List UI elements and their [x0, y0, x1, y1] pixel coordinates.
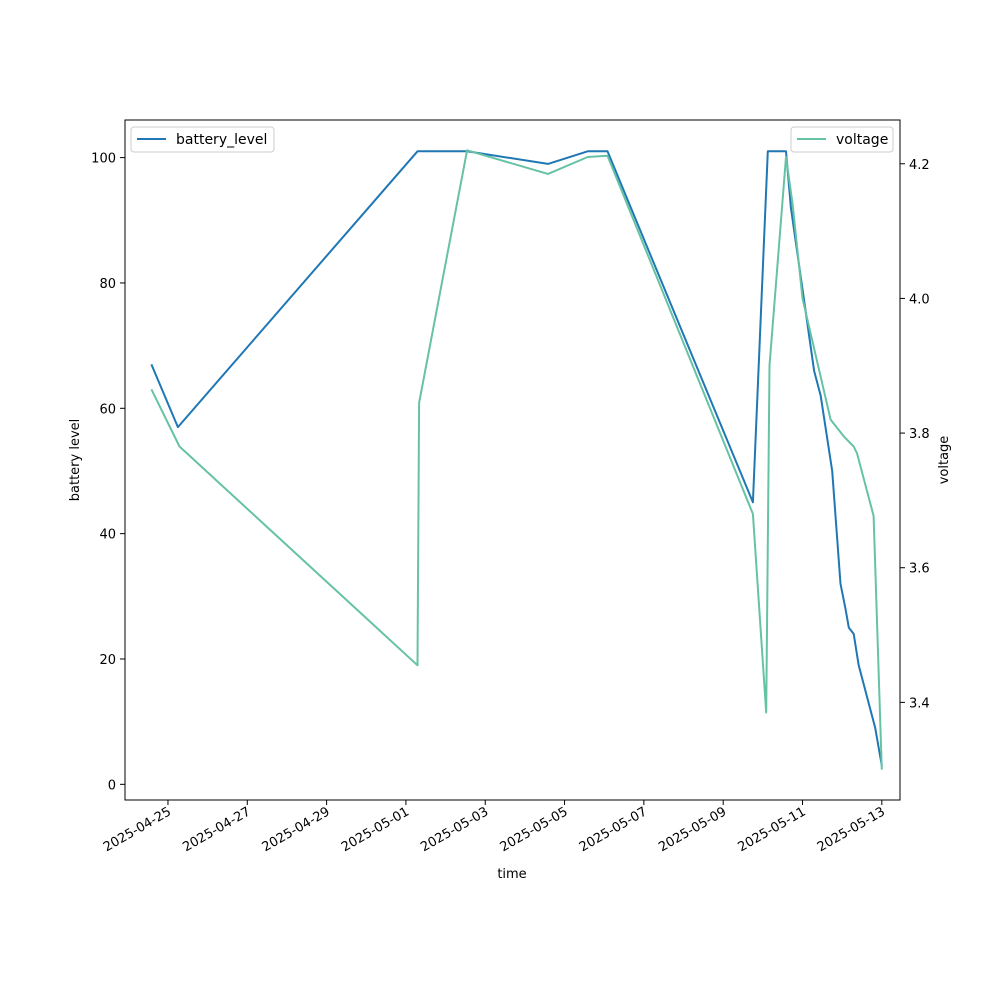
right-y-tick-label: 4.2 [909, 158, 930, 173]
legend-voltage: voltage [790, 126, 894, 153]
x-tick-label: 2025-05-01 [339, 804, 412, 855]
legend-label-voltage: voltage [836, 132, 888, 148]
left-y-axis-label: battery level [68, 419, 83, 502]
legend-frame [130, 126, 275, 153]
right-y-tick-label: 3.4 [909, 696, 930, 711]
x-tick-label: 2025-05-11 [736, 804, 809, 855]
right-y-axis-ticks: 3.4 3.6 3.8 4.0 4.2 [900, 158, 930, 711]
x-axis-ticks: 2025-04-25 2025-04-27 2025-04-29 2025-05-01… [101, 800, 888, 855]
x-tick-label: 2025-04-29 [260, 804, 333, 855]
left-y-tick-label: 40 [99, 528, 116, 543]
series-line-battery-level [150, 150, 883, 766]
left-y-tick-label: 60 [99, 402, 116, 417]
x-axis-label: time [497, 867, 526, 882]
left-y-tick-label: 100 [91, 152, 116, 167]
x-tick-label: 2025-04-25 [101, 804, 174, 855]
x-tick-label: 2025-04-27 [180, 804, 253, 855]
right-y-tick-label: 3.6 [909, 562, 930, 577]
legend-frame [790, 126, 894, 153]
legend-label-battery-level: battery_level [176, 132, 267, 148]
left-y-axis-ticks: 0 20 40 60 80 100 [91, 152, 125, 793]
x-tick-label: 2025-05-13 [815, 804, 888, 855]
legend-battery-level: battery_level [130, 126, 275, 153]
right-y-tick-label: 3.8 [909, 427, 930, 442]
left-y-tick-label: 20 [99, 653, 116, 668]
left-y-tick-label: 80 [99, 277, 116, 292]
x-tick-label: 2025-05-05 [498, 804, 571, 855]
left-y-tick-label: 0 [108, 778, 116, 793]
x-tick-label: 2025-05-09 [656, 804, 729, 855]
x-tick-label: 2025-05-03 [418, 804, 491, 855]
series-lines [150, 149, 883, 770]
right-y-tick-label: 4.0 [909, 292, 930, 307]
series-line-voltage [150, 149, 883, 770]
right-y-axis-label: voltage [937, 436, 952, 485]
plot-area [124, 119, 901, 801]
x-tick-label: 2025-05-07 [577, 804, 650, 855]
